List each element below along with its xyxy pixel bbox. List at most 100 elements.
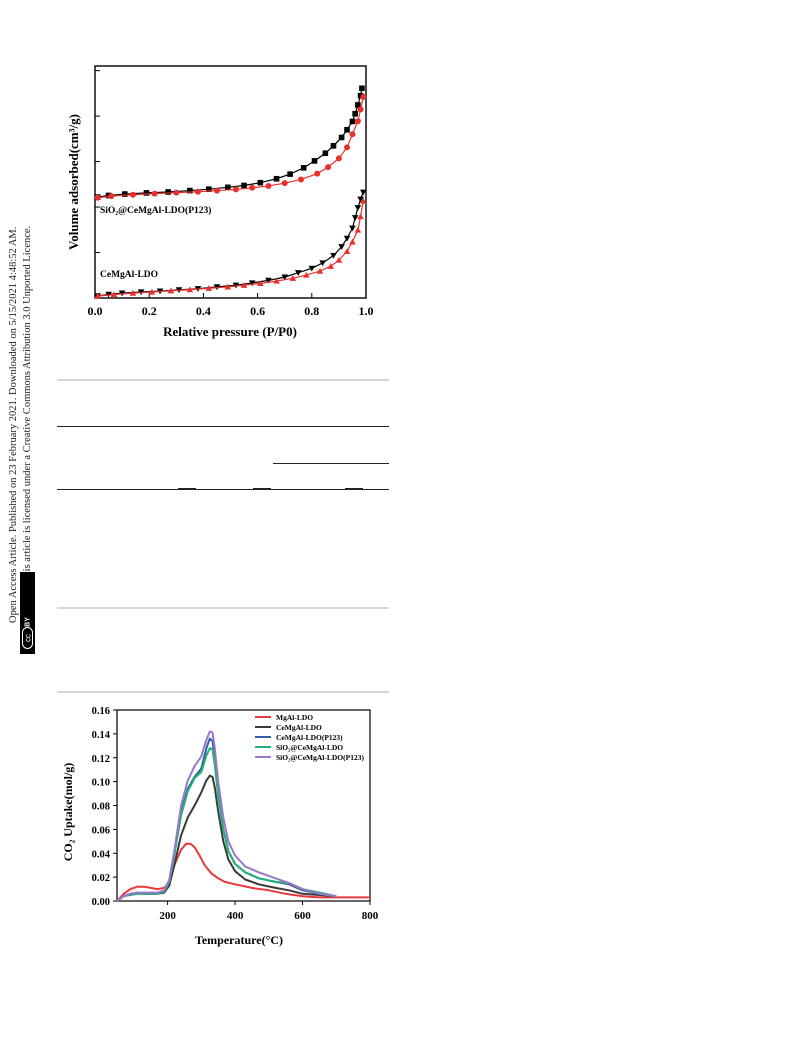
legend-label: CeMgAl-LDO <box>276 723 322 732</box>
tpd-x-axis-label: Temperature(°C) <box>195 933 283 947</box>
sio2-p123-annotation: SiO₂@CeMgAl-LDO(P123) <box>100 205 211 216</box>
data-point <box>273 277 280 284</box>
data-point <box>289 275 297 281</box>
data-point <box>330 143 337 149</box>
table-rule <box>253 488 271 489</box>
data-point <box>281 180 288 187</box>
y-tick-label: 0.08 <box>92 802 110 813</box>
tpd-series-line <box>116 842 370 902</box>
table-rule <box>345 488 363 489</box>
tpd-legend: MgAl-LDOCeMgAl-LDOCeMgAl-LDO(P123)SiO₂@C… <box>255 713 364 762</box>
legend-label: CeMgAl-LDO(P123) <box>276 733 343 742</box>
data-point <box>338 134 345 141</box>
data-point <box>108 193 115 200</box>
x-tick-label: 200 <box>159 910 176 922</box>
table-rule <box>57 691 389 693</box>
data-point <box>335 256 343 263</box>
data-point <box>143 190 150 196</box>
isotherm-x-axis-label: Relative pressure (P/P0) <box>163 324 297 339</box>
license-note[interactable]: This article is licensed under a Creativ… <box>22 225 33 583</box>
y-tick-label: 0.02 <box>92 873 110 884</box>
table-rule <box>178 488 196 489</box>
y-tick-label: 0.00 <box>92 897 110 908</box>
data-point <box>232 186 239 193</box>
data-point <box>357 213 364 220</box>
data-point <box>148 288 156 295</box>
data-point <box>357 106 364 113</box>
x-tick-label: 0.4 <box>196 304 211 318</box>
tpd-series-line <box>116 737 337 902</box>
data-point <box>194 188 201 195</box>
data-point <box>354 205 362 211</box>
data-point <box>344 127 350 133</box>
tpd-series-line <box>116 730 337 902</box>
cc-label: cc <box>23 634 32 642</box>
x-tick-label: 0.2 <box>142 304 157 318</box>
x-tick-label: 0.6 <box>250 304 265 318</box>
data-point <box>314 170 321 177</box>
y-tick-label: 0.06 <box>92 825 110 836</box>
data-point <box>224 184 231 191</box>
data-point <box>129 191 136 198</box>
data-point <box>206 186 212 192</box>
data-point <box>344 144 351 151</box>
data-point <box>311 158 318 164</box>
data-point <box>94 194 101 201</box>
isotherm-chart: 0.0 0.2 0.4 0.6 0.8 1.0 SiO₂@CeMgAl-LDO(P123)… <box>60 55 390 345</box>
data-point <box>360 93 367 100</box>
tpd-series-line <box>116 747 337 902</box>
data-point <box>248 280 256 287</box>
data-point <box>287 171 293 177</box>
table-rule <box>57 426 389 427</box>
y-tick-label: 0.04 <box>92 849 111 860</box>
data-point <box>294 270 302 276</box>
y-tick-label: 0.16 <box>92 706 110 717</box>
data-point <box>167 287 175 294</box>
data-point <box>357 196 364 203</box>
cc-icon <box>22 627 33 649</box>
data-point <box>343 235 351 242</box>
publication-note: Open Access Article. Published on 23 Feb… <box>8 226 19 623</box>
data-point <box>94 292 102 299</box>
data-point <box>338 244 345 250</box>
data-point <box>349 131 356 138</box>
data-point <box>224 283 232 290</box>
data-point <box>335 155 342 162</box>
data-point <box>297 176 304 183</box>
x-tick-label: 600 <box>294 910 311 922</box>
data-point <box>241 182 247 189</box>
co2-tpd-chart: 200 400 600 800 0.00 0.02 0.04 0.06 0.08 0.10 0.12… <box>55 700 390 960</box>
isotherm-line <box>97 96 364 199</box>
data-point <box>281 274 288 281</box>
data-point <box>355 102 361 108</box>
data-point <box>165 189 171 195</box>
x-tick-label: 800 <box>362 910 379 922</box>
isotherm-line <box>97 88 363 198</box>
y-tick-label: 0.10 <box>92 778 110 789</box>
data-point <box>110 291 118 298</box>
data-point <box>151 190 158 197</box>
cemgal-annotation: CeMgAl-LDO <box>100 270 158 280</box>
data-point <box>354 226 362 233</box>
data-point <box>303 271 310 278</box>
data-point <box>354 118 361 125</box>
data-point <box>129 289 137 296</box>
data-point <box>349 225 356 232</box>
cc-by-badge[interactable]: BY cc <box>20 572 35 654</box>
table-rule <box>57 379 389 381</box>
data-point <box>186 286 194 293</box>
x-tick-label: 1.0 <box>359 304 374 318</box>
x-tick-label: 0.8 <box>304 304 319 318</box>
data-point <box>240 282 248 288</box>
data-point <box>359 189 367 196</box>
data-point <box>325 164 332 171</box>
data-point <box>300 165 307 171</box>
data-point <box>327 263 335 269</box>
data-point <box>249 184 256 191</box>
data-point <box>319 260 326 267</box>
isotherm-chart-svg: 0.0 0.2 0.4 0.6 0.8 1.0 SiO₂@CeMgAl-LDO(P123)… <box>66 65 374 339</box>
table-rule <box>57 489 389 490</box>
isotherm-y-axis-label: Volume adsorbed(cm³/g) <box>66 114 81 250</box>
x-tick-label: 0.0 <box>88 304 103 318</box>
isotherm-plot-frame <box>94 65 367 299</box>
